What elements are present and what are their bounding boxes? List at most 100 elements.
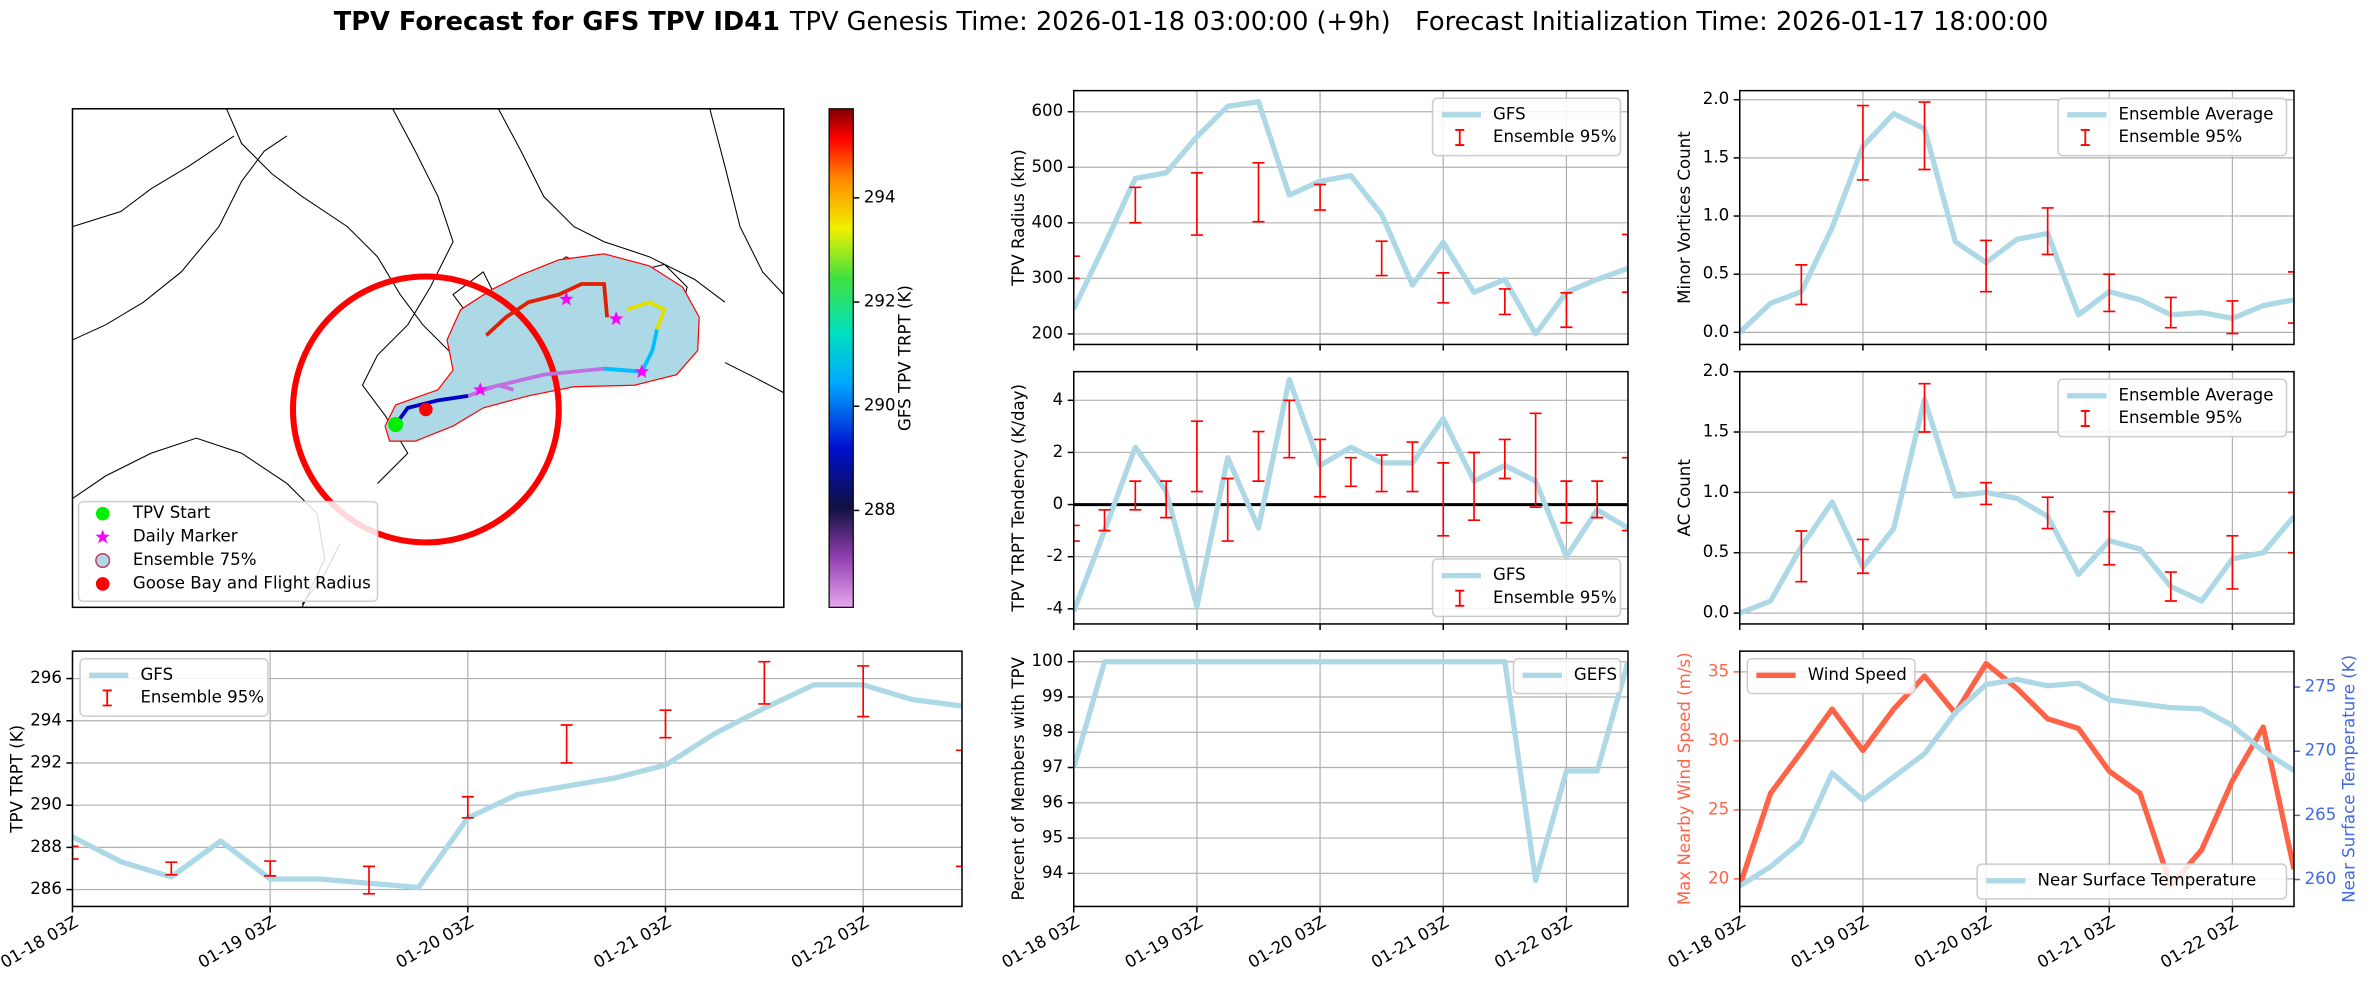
legend-label: Ensemble 95% [2119,408,2243,427]
error-bar [1283,399,1296,459]
y-tick-label: 99 [1042,686,1063,705]
axes-frame [71,650,963,908]
y2-tick-label: 265 [2305,805,2337,824]
x-tick-label: 01-21 03Z [2034,912,2118,971]
error-bar [72,845,79,860]
colorbar-tick-label: 294 [864,187,896,206]
y-tick-label: 98 [1042,722,1063,741]
error-bar [1560,291,1573,329]
error-bar [1129,186,1142,224]
legend-swatch [1455,129,1465,146]
x-tick-label: 01-18 03Z [0,912,81,971]
y-tick-label: 1.5 [1703,422,1729,441]
error-bar [2226,534,2239,590]
y-axis-label: Percent of Members with TPV [1009,656,1028,900]
colorbar [828,108,854,608]
error-bar [461,795,474,819]
error-bar [2287,491,2294,554]
daily-markers [472,291,650,397]
axes-frame [1072,89,1629,346]
y2-tick-label: 260 [2305,869,2337,888]
series-group [1073,659,1628,884]
legend-box [1512,657,1622,695]
y2-tick-label: 275 [2305,677,2337,696]
y-tick-label: 286 [30,879,62,898]
legend-box [77,500,379,603]
map-legend: TPV Start Daily Marker Ensemble 75% Goose B… [77,500,379,603]
error-bar [1344,456,1357,488]
error-bar [2103,273,2116,313]
y-tick-label: -2 [1047,546,1064,565]
line-series [1739,676,2294,889]
legend-label: Ensemble 95% [1493,127,1617,146]
colorbar-tick-label: 288 [864,500,896,519]
error-bar [1795,530,1808,583]
legend-label: Wind Speed [1808,665,1907,684]
y-tick-label: 0.5 [1703,264,1729,283]
x-tick-label: 01-21 03Z [1368,912,1452,971]
map-panel: TPV Start Daily Marker Ensemble 75% Goose B… [71,108,915,609]
legend-label: Goose Bay and Flight Radius [133,573,371,592]
y-tick-label: 0.0 [1703,322,1729,341]
error-bar [1498,438,1511,480]
error-bar [1795,264,1808,306]
series-group [1739,382,2294,616]
legend-label: Ensemble Average [2119,104,2274,123]
series-group [1739,101,2294,335]
error-bar [1980,239,1993,293]
legend-label: Ensemble 75% [133,550,257,569]
legend-swatch [95,577,110,591]
error-bar [1073,524,1080,542]
x-tick-label: 01-19 03Z [1122,912,1206,971]
y2-axis-label: Near Surface Temperature (K) [2339,655,2358,903]
error-bar [1160,480,1173,519]
legend-label: Ensemble 95% [2119,127,2243,146]
error-bar [1918,101,1931,171]
error-bar [1529,412,1542,509]
line-series [1739,111,2294,335]
error-bar [1437,271,1450,304]
error-bar [1314,183,1327,211]
legend-box [2057,97,2288,157]
error-bar [1918,382,1931,433]
flight-radius [289,273,562,546]
y-axis-label: Minor Vortices Count [1675,131,1694,304]
error-bar [560,724,573,764]
line-series [1073,659,1628,884]
axes-frame [1738,370,2295,625]
series-group [1073,376,1628,613]
legend-label: Near Surface Temperature [2038,870,2257,889]
error-bar [758,660,771,705]
y-tick-label: 100 [1031,651,1063,670]
error-bar [659,709,672,739]
colorbar-tick-label: 292 [864,292,896,311]
error-bar [1406,441,1419,493]
x-tick-label: 01-20 03Z [393,912,477,971]
y-axis-label: Max Nearby Wind Speed (m/s) [1675,652,1694,905]
error-bar [1375,454,1388,493]
y-tick-label: 288 [30,837,62,856]
legend: Near Surface Temperature [1976,863,2288,900]
x-tick-label: 01-19 03Z [1788,912,1872,971]
y-tick-label: 25 [1708,799,1729,818]
legend: GFS Ensemble 95% [79,657,269,717]
x-tick-label: 01-18 03Z [1665,912,1749,971]
error-bar [1314,438,1327,498]
y-tick-label: 4 [1053,390,1064,409]
y-tick-label: 0.5 [1703,542,1729,561]
legend-swatch [102,689,112,707]
y-tick-label: 0.0 [1703,603,1729,622]
error-bar [1221,477,1234,542]
error-bar [2164,296,2177,329]
legend-label: Ensemble 95% [1493,588,1617,607]
error-bar [2103,510,2116,566]
y-tick-label: 1.0 [1703,206,1729,225]
panel: -4 -2 0 2 4 GFS Ensemble 95% TPV TRPT Tendency … [1009,370,1629,630]
legend-box [1976,863,2288,900]
y-tick-label: 296 [30,668,62,687]
y-tick-label: 200 [1031,323,1063,342]
legend: GEFS [1512,657,1622,695]
y-tick-label: 94 [1042,863,1063,882]
error-bar [264,860,277,877]
legend-label: GFS [1493,565,1526,584]
